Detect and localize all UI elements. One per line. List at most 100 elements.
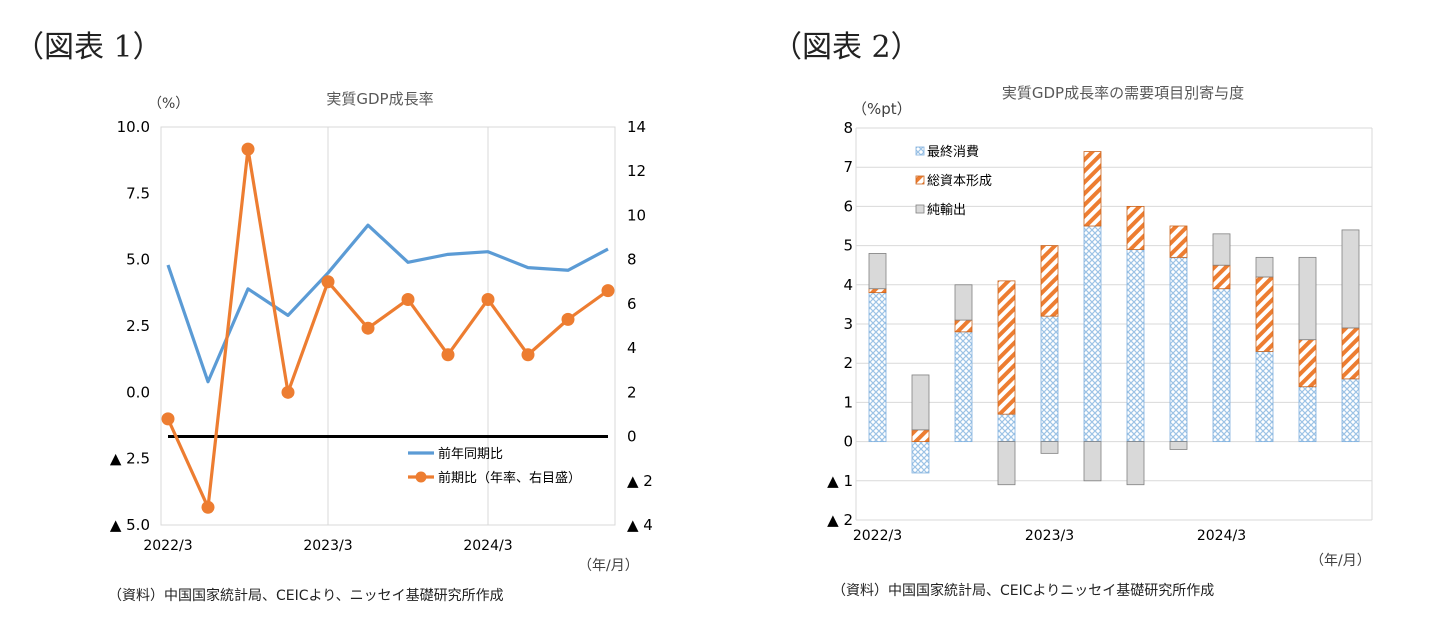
chart1-x-tick-label: 2022/3 [143, 538, 192, 554]
series-qoq-point [561, 312, 575, 326]
bar-net-exports [1255, 256, 1274, 278]
chart2-y-tick-label: 5 [843, 237, 853, 255]
chart2-y-tick-label: 2 [843, 354, 853, 372]
bar-net-exports [954, 284, 973, 321]
series-qoq-point [361, 321, 375, 335]
chart1-left-tick-label: 7.5 [126, 184, 150, 202]
figure1-source: （資料）中国国家統計局、CEICより、ニッセイ基礎研究所作成 [108, 588, 504, 604]
chart1-right-tick-label: 8 [627, 251, 637, 269]
chart1-left-tick-label: ▲ 5.0 [110, 516, 150, 534]
chart1-right-tick-label: 6 [627, 295, 637, 313]
bar-net-exports [997, 441, 1016, 486]
chart1-right-tick-label: 12 [627, 162, 646, 180]
chart1-left-tick-label: 10.0 [117, 118, 150, 136]
chart1-right-tick-label: ▲ 4 [627, 516, 653, 534]
legend-swatch [915, 175, 925, 185]
series-qoq-point [201, 500, 215, 514]
chart1-x-unit: （年/月） [578, 558, 639, 574]
chart1-title: 実質GDP成長率 [326, 90, 433, 108]
bar-final-consumption [1341, 378, 1360, 443]
legend-marker [415, 471, 427, 483]
bar-net-exports [1040, 441, 1059, 454]
figure2-source: （資料）中国国家統計局、CEICよりニッセイ基礎研究所作成 [832, 583, 1215, 599]
bar-net-exports [1341, 229, 1360, 329]
series-qoq-point [481, 292, 495, 306]
chart2-y-unit: （%pt） [852, 100, 912, 118]
chart1-right-tick-label: 10 [627, 206, 646, 224]
figure2-heading: （図表 2） [772, 30, 921, 65]
chart2-y-tick-label: 4 [843, 276, 853, 294]
bar-capital-formation [868, 288, 887, 294]
bar-capital-formation [1040, 245, 1059, 317]
bar-net-exports [1212, 233, 1231, 266]
legend-label: 総資本形成 [927, 174, 992, 189]
chart1-left-tick-label: 2.5 [126, 317, 150, 335]
chart1-x-tick-label: 2023/3 [303, 538, 352, 554]
bar-capital-formation [1298, 339, 1317, 388]
chart1-left-tick-label: ▲ 2.5 [110, 450, 150, 468]
chart1-left-tick-label: 5.0 [126, 251, 150, 269]
bar-final-consumption [868, 292, 887, 443]
chart2-x-tick-label: 2022/3 [853, 528, 902, 544]
bar-capital-formation [954, 319, 973, 333]
chart2-y-tick-label: 3 [843, 315, 853, 333]
bar-final-consumption [954, 331, 973, 442]
bar-net-exports [1126, 441, 1145, 486]
legend-label: 前期比（年率、右目盛） [438, 470, 581, 486]
series-qoq-point [601, 284, 615, 298]
chart1-left-tick-label: 0.0 [126, 383, 150, 401]
chart2-y-tick-label: 7 [843, 158, 853, 176]
bar-net-exports [911, 374, 930, 431]
series-qoq-point [321, 275, 335, 289]
chart2-x-unit: （年/月） [1310, 553, 1371, 569]
bar-capital-formation [1212, 264, 1231, 290]
series-qoq-point [401, 292, 415, 306]
series-yoy-line [166, 223, 609, 384]
series-qoq-point [241, 142, 255, 156]
chart2-title: 実質GDP成長率の需要項目別寄与度 [1002, 84, 1244, 102]
bar-net-exports [1083, 441, 1102, 482]
bar-final-consumption [1212, 288, 1231, 443]
chart1-right-tick-label: 2 [627, 383, 637, 401]
bar-final-consumption [1298, 386, 1317, 443]
chart-demand-contribution: 実質GDP成長率の需要項目別寄与度 （%pt） （年/月） 8 7 6 5 4 3 2 1 0 ▲ 1 ▲… [827, 84, 1373, 569]
bar-final-consumption [1083, 225, 1102, 443]
bar-capital-formation [1255, 276, 1274, 352]
chart2-y-tick-label: ▲ 1 [827, 472, 853, 490]
chart1-right-tick-label: 0 [627, 428, 637, 446]
legend-swatch [915, 146, 925, 156]
chart2-x-tick-label: 2023/3 [1025, 528, 1074, 544]
legend-label: 前年同期比 [438, 446, 503, 462]
bar-capital-formation [911, 429, 930, 442]
chart1-right-tick-label: ▲ 2 [627, 472, 653, 490]
bar-net-exports [1298, 256, 1317, 341]
bar-capital-formation [1169, 225, 1188, 258]
series-qoq-point [441, 348, 455, 362]
bar-final-consumption [1255, 351, 1274, 443]
series-qoq-point [161, 412, 175, 426]
bar-final-consumption [911, 441, 930, 474]
series-qoq-line [166, 147, 609, 509]
chart2-y-tick-label: ▲ 2 [827, 511, 853, 529]
bar-final-consumption [1040, 315, 1059, 443]
series-qoq-point [521, 348, 535, 362]
legend-label: 最終消費 [927, 144, 979, 160]
bar-final-consumption [997, 413, 1016, 443]
legend-label: 純輸出 [927, 203, 966, 218]
chart1-plot-frame [160, 126, 616, 526]
bar-capital-formation [1341, 327, 1360, 380]
chart2-y-tick-label: 1 [843, 393, 853, 411]
bar-net-exports [868, 253, 887, 290]
bar-capital-formation [1083, 151, 1102, 227]
chart1-right-tick-label: 14 [627, 118, 646, 136]
bar-final-consumption [1169, 256, 1188, 443]
chart2-y-tick-label: 8 [843, 119, 853, 137]
chart2-y-tick-label: 6 [843, 197, 853, 215]
bar-capital-formation [1126, 206, 1145, 250]
bar-net-exports [1169, 441, 1188, 450]
chart1-left-unit: （%） [148, 96, 189, 112]
figure1-heading: （図表 1） [14, 30, 163, 65]
chart2-x-tick-label: 2024/3 [1197, 528, 1246, 544]
chart1-right-tick-label: 4 [627, 339, 637, 357]
chart1-x-tick-label: 2024/3 [463, 538, 512, 554]
